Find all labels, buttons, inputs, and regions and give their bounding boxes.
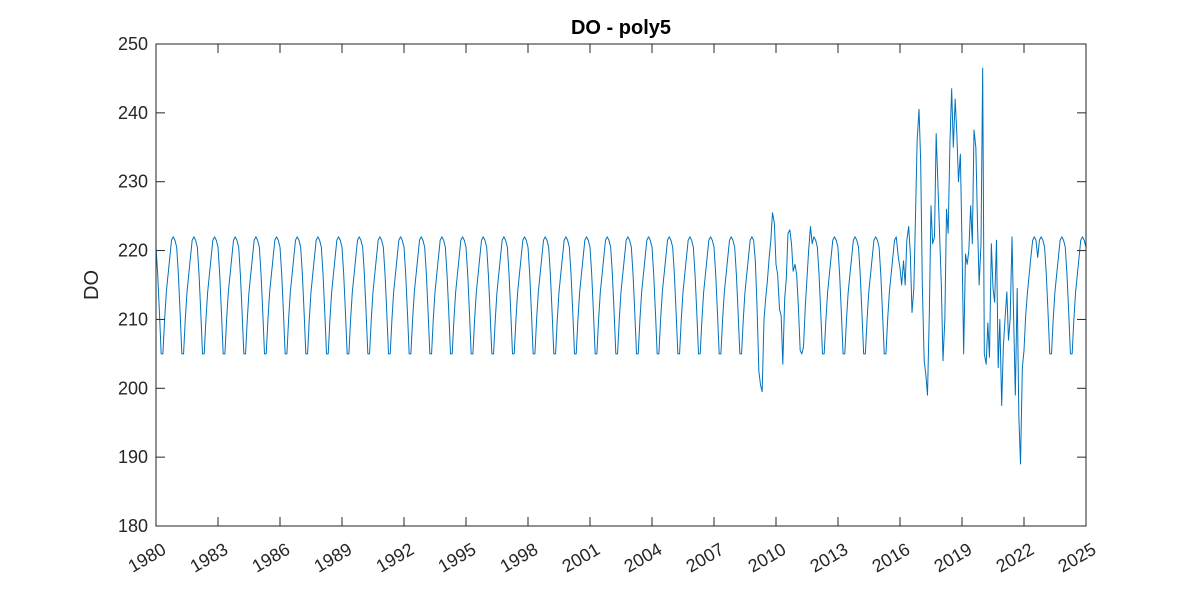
y-axis-label: DO (81, 270, 103, 300)
axes-box (155, 43, 1087, 527)
y-tick-label: 190 (118, 447, 148, 467)
y-tick-label: 230 (118, 172, 148, 192)
y-tick-label: 240 (118, 103, 148, 123)
axes-group (155, 43, 1087, 527)
series-line (155, 67, 1087, 465)
y-tick-label: 250 (118, 34, 148, 54)
y-tick-label: 220 (118, 241, 148, 261)
series-group (155, 67, 1087, 465)
y-tick-label: 210 (118, 309, 148, 329)
y-ticks: 180 190 200 210 220 230 240 250 (118, 34, 1086, 536)
y-tick-label: 200 (118, 378, 148, 398)
chart-title: DO - poly5 (571, 17, 671, 39)
plot-area (156, 44, 1086, 526)
y-tick-label: 180 (118, 516, 148, 536)
